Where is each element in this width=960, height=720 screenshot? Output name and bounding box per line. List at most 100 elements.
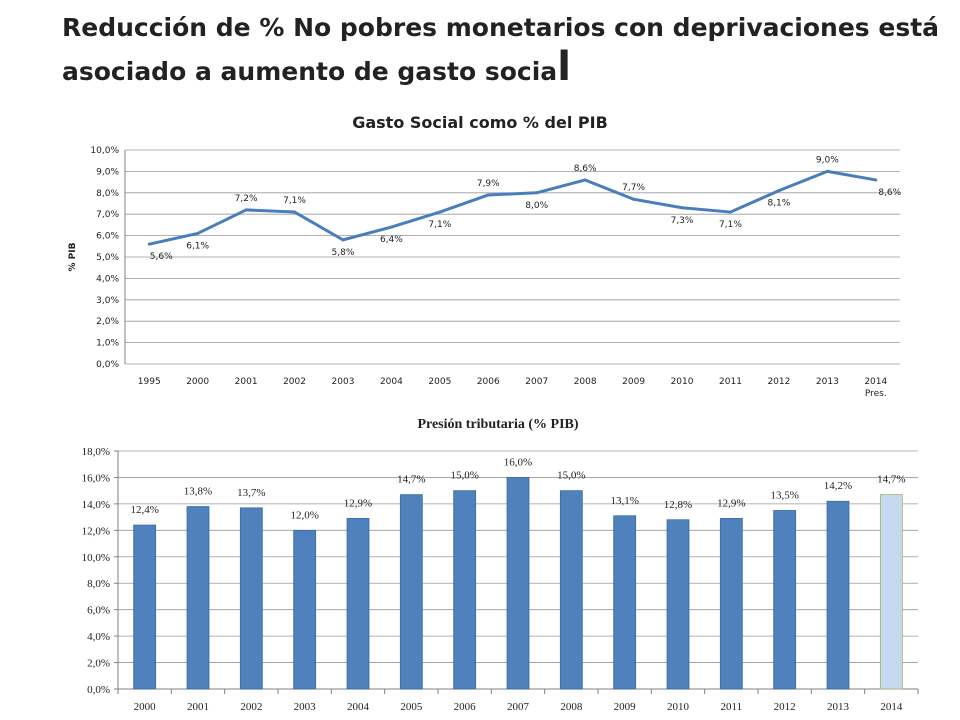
chart1-x-tick: 2011 xyxy=(719,377,742,387)
chart1-data-point xyxy=(196,231,200,235)
chart1-y-tick: 2,0% xyxy=(96,317,119,327)
chart2-bar xyxy=(719,518,743,690)
chart1-title: Gasto Social como % del PIB xyxy=(352,113,608,132)
chart2-y-tick: 16,0% xyxy=(82,472,110,484)
chart2-x-tick: 2000 xyxy=(134,701,157,713)
chart1-y-tick: 3,0% xyxy=(96,296,119,306)
slide-title-last-char: l xyxy=(557,44,571,90)
chart2-x-tick: 2007 xyxy=(507,701,530,713)
chart1-y-tick: 10,0% xyxy=(90,146,119,156)
chart1-x-tick: 2012 xyxy=(767,377,790,387)
chart1-data-label: 7,1% xyxy=(283,196,306,206)
chart2-data-label: 12,0% xyxy=(290,509,318,521)
slide-title: Reducción de % No pobres monetarios con … xyxy=(62,6,942,94)
chart1-x-tick: 2001 xyxy=(235,377,258,387)
chart1-data-label: 5,6% xyxy=(150,252,173,262)
chart2-data-label: 13,7% xyxy=(237,487,265,499)
chart2-bar xyxy=(613,515,637,690)
chart2-data-label: 14,7% xyxy=(877,474,905,486)
chart1-x-tick: 2007 xyxy=(525,377,548,387)
chart2-title: Presión tributaria (% PIB) xyxy=(417,417,578,432)
chart1-x-tick: 2006 xyxy=(477,377,500,387)
chart1-data-point xyxy=(728,210,732,214)
chart1-data-point xyxy=(244,208,248,212)
chart2-data-label: 12,4% xyxy=(130,504,158,516)
chart2-x-tick: 2010 xyxy=(667,701,690,713)
chart1-data-point xyxy=(438,210,442,214)
chart2-data-label: 16,0% xyxy=(504,456,532,468)
chart1-data-label: 7,2% xyxy=(235,194,258,204)
chart1-data-label: 7,1% xyxy=(428,220,451,230)
chart2-y-tick: 10,0% xyxy=(82,552,110,564)
chart1-data-point xyxy=(583,178,587,182)
chart2-x-tick: 2012 xyxy=(774,701,796,713)
bar-chart-presion-tributaria: Presión tributaria (% PIB) 0,0% 2,0% 4,0% 6,… xyxy=(82,417,919,713)
chart1-data-label: 5,8% xyxy=(332,248,355,258)
chart2-bar xyxy=(826,500,850,690)
chart1-data-label: 7,3% xyxy=(671,216,694,226)
chart2-bar xyxy=(879,494,903,690)
chart1-y-tick: 0,0% xyxy=(96,360,119,370)
chart2-x-tick: 2003 xyxy=(294,701,317,713)
chart2-x-tick: 2001 xyxy=(187,701,209,713)
chart1-data-label: 9,0% xyxy=(816,155,839,165)
chart1-x-tick: 2010 xyxy=(671,377,694,387)
chart2-bar xyxy=(293,529,317,690)
slide-title-text: Reducción de % No pobres monetarios con … xyxy=(62,13,940,86)
chart1-data-point xyxy=(486,193,490,197)
chart2-x-tick: 2009 xyxy=(614,701,637,713)
chart1-data-point xyxy=(535,191,539,195)
chart2-x-tick: 2008 xyxy=(560,701,583,713)
chart2-bar xyxy=(186,506,210,690)
chart1-x-tick-sublabel: Pres. xyxy=(865,389,887,399)
chart2-bar xyxy=(773,510,797,690)
chart1-x-tick: 2000 xyxy=(186,377,209,387)
chart2-y-tick: 0,0% xyxy=(87,684,110,696)
chart2-data-label: 12,9% xyxy=(344,497,372,509)
chart2-data-label: 14,2% xyxy=(824,480,852,492)
chart1-data-point xyxy=(874,178,878,182)
chart1-y-tick: 1,0% xyxy=(96,339,119,349)
chart1-y-tick: 9,0% xyxy=(96,167,119,177)
chart1-x-tick: 2014 xyxy=(864,377,887,387)
chart1-x-tick: 2004 xyxy=(380,377,403,387)
chart2-bar xyxy=(453,490,477,690)
chart2-y-tick: 6,0% xyxy=(87,605,110,617)
chart2-bar xyxy=(399,494,423,690)
chart1-y-tick: 7,0% xyxy=(96,210,119,220)
chart1-series-line xyxy=(148,169,877,246)
chart1-data-label: 7,1% xyxy=(719,220,742,230)
chart2-data-label: 15,0% xyxy=(450,470,478,482)
chart2-x-tick: 2011 xyxy=(721,701,743,713)
chart2-y-tick: 12,0% xyxy=(82,525,110,537)
chart1-data-point xyxy=(632,197,636,201)
chart1-x-tick: 2002 xyxy=(283,377,306,387)
chart1-x-tick: 2003 xyxy=(332,377,355,387)
chart2-bar xyxy=(346,518,370,690)
chart1-x-tick: 2005 xyxy=(428,377,451,387)
chart2-bar xyxy=(559,490,583,690)
chart1-x-tick: 2009 xyxy=(622,377,645,387)
chart2-x-tick: 2005 xyxy=(400,701,423,713)
chart1-data-point xyxy=(341,238,345,242)
chart2-data-label: 12,9% xyxy=(717,497,745,509)
chart2-data-label: 13,5% xyxy=(770,490,798,502)
chart2-y-tick: 4,0% xyxy=(87,631,110,643)
chart2-bar xyxy=(133,524,157,690)
chart1-data-label: 8,0% xyxy=(525,201,548,211)
chart2-y-tick: 2,0% xyxy=(87,658,110,670)
chart2-bar xyxy=(666,519,690,690)
chart2-data-label: 13,8% xyxy=(184,486,212,498)
chart1-y-tick: 4,0% xyxy=(96,274,119,284)
chart1-data-label: 8,6% xyxy=(574,164,597,174)
chart2-bar xyxy=(506,477,530,690)
chart2-x-tick: 2006 xyxy=(454,701,477,713)
chart1-data-point xyxy=(825,169,829,173)
chart1-x-tick: 2013 xyxy=(816,377,839,387)
chart1-data-label: 6,4% xyxy=(380,235,403,245)
chart1-y-tick: 6,0% xyxy=(96,232,119,242)
chart1-data-label: 7,7% xyxy=(622,183,645,193)
chart1-data-point xyxy=(777,189,781,193)
line-chart-gasto-social: Gasto Social como % del PIB 0,0% 1,0% 2,0% 3… xyxy=(68,113,902,399)
chart2-y-tick: 18,0% xyxy=(82,446,110,458)
